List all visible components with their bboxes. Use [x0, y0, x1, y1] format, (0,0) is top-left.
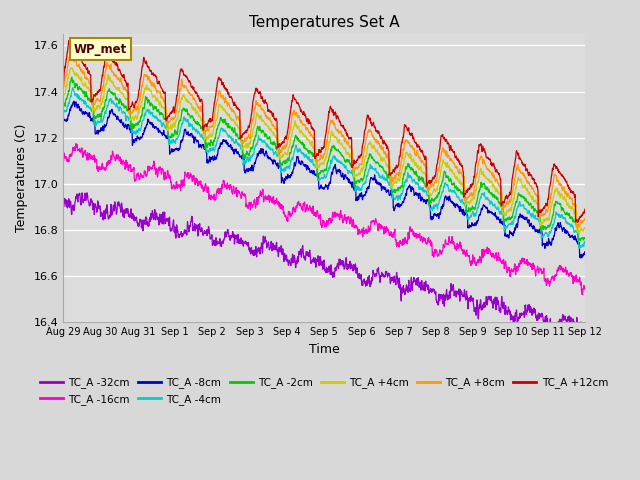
- TC_A -8cm: [165, 139, 173, 145]
- TC_A +12cm: [165, 113, 173, 119]
- TC_A +8cm: [67, 50, 74, 56]
- TC_A +4cm: [68, 65, 76, 71]
- TC_A -32cm: [60, 202, 67, 208]
- Line: TC_A +4cm: TC_A +4cm: [63, 68, 585, 234]
- Line: TC_A +12cm: TC_A +12cm: [63, 40, 585, 222]
- TC_A -32cm: [78, 190, 86, 196]
- TC_A -16cm: [581, 286, 589, 291]
- Line: TC_A -2cm: TC_A -2cm: [63, 77, 585, 241]
- TC_A -2cm: [331, 144, 339, 150]
- X-axis label: Time: Time: [309, 343, 340, 356]
- TC_A +8cm: [60, 85, 67, 91]
- TC_A -16cm: [165, 173, 173, 179]
- TC_A -16cm: [230, 184, 237, 190]
- TC_A -2cm: [68, 74, 76, 80]
- TC_A +12cm: [65, 37, 73, 43]
- TC_A -32cm: [165, 217, 173, 223]
- TC_A +4cm: [575, 231, 583, 237]
- Line: TC_A +8cm: TC_A +8cm: [63, 53, 585, 227]
- Line: TC_A -16cm: TC_A -16cm: [63, 144, 585, 295]
- TC_A +4cm: [296, 129, 303, 135]
- TC_A +8cm: [479, 161, 486, 167]
- TC_A -32cm: [242, 239, 250, 244]
- TC_A -8cm: [581, 249, 589, 255]
- TC_A -2cm: [60, 102, 67, 108]
- TC_A -32cm: [331, 270, 339, 276]
- TC_A -8cm: [70, 98, 77, 104]
- TC_A -4cm: [479, 191, 486, 196]
- Line: TC_A -32cm: TC_A -32cm: [63, 193, 585, 342]
- TC_A -2cm: [165, 134, 173, 140]
- TC_A +12cm: [573, 219, 581, 225]
- TC_A +12cm: [479, 143, 486, 149]
- TC_A -32cm: [296, 252, 303, 257]
- TC_A +8cm: [230, 109, 237, 115]
- TC_A -8cm: [242, 168, 250, 174]
- TC_A -4cm: [576, 245, 584, 251]
- TC_A -32cm: [230, 231, 237, 237]
- Y-axis label: Temperatures (C): Temperatures (C): [15, 124, 28, 232]
- TC_A +4cm: [60, 94, 67, 100]
- TC_A -2cm: [479, 181, 486, 187]
- TC_A -16cm: [242, 193, 250, 199]
- TC_A -4cm: [581, 240, 589, 246]
- TC_A -16cm: [579, 292, 586, 298]
- TC_A +12cm: [296, 104, 303, 110]
- TC_A -2cm: [296, 138, 303, 144]
- TC_A +12cm: [242, 128, 250, 134]
- TC_A -16cm: [331, 211, 339, 216]
- TC_A -4cm: [331, 156, 339, 162]
- TC_A +4cm: [331, 135, 339, 141]
- TC_A +4cm: [165, 124, 173, 130]
- TC_A -8cm: [230, 148, 237, 154]
- TC_A -16cm: [60, 159, 67, 165]
- Legend: TC_A -32cm, TC_A -16cm, TC_A -8cm, TC_A -4cm, TC_A -2cm, TC_A +4cm, TC_A +8cm, T: TC_A -32cm, TC_A -16cm, TC_A -8cm, TC_A …: [36, 373, 612, 409]
- TC_A +12cm: [581, 206, 589, 212]
- TC_A -32cm: [479, 302, 486, 308]
- TC_A -2cm: [575, 238, 582, 244]
- TC_A -4cm: [242, 159, 250, 165]
- Title: Temperatures Set A: Temperatures Set A: [249, 15, 399, 30]
- TC_A -16cm: [296, 203, 303, 208]
- TC_A -2cm: [242, 154, 250, 159]
- TC_A -2cm: [230, 129, 237, 135]
- TC_A -16cm: [479, 255, 486, 261]
- TC_A +8cm: [575, 224, 583, 230]
- TC_A +8cm: [242, 138, 250, 144]
- Line: TC_A -8cm: TC_A -8cm: [63, 101, 585, 258]
- TC_A +4cm: [242, 144, 250, 150]
- TC_A +8cm: [296, 114, 303, 120]
- TC_A -8cm: [331, 164, 339, 169]
- TC_A -4cm: [165, 141, 173, 147]
- Line: TC_A -4cm: TC_A -4cm: [63, 88, 585, 248]
- TC_A -8cm: [60, 117, 67, 123]
- TC_A +8cm: [165, 119, 173, 125]
- TC_A -2cm: [581, 235, 589, 240]
- TC_A +8cm: [581, 216, 589, 222]
- TC_A +12cm: [331, 110, 339, 116]
- TC_A +4cm: [230, 119, 237, 124]
- TC_A -16cm: [72, 141, 80, 146]
- TC_A +4cm: [581, 225, 589, 230]
- TC_A -8cm: [577, 255, 584, 261]
- TC_A -8cm: [296, 158, 303, 164]
- TC_A +8cm: [331, 121, 339, 127]
- TC_A +12cm: [230, 103, 237, 108]
- TC_A -4cm: [60, 110, 67, 116]
- TC_A +4cm: [479, 169, 486, 175]
- TC_A -4cm: [296, 148, 303, 154]
- TC_A -32cm: [581, 339, 589, 345]
- TC_A -8cm: [479, 204, 486, 210]
- TC_A -4cm: [230, 140, 237, 145]
- TC_A -4cm: [69, 85, 77, 91]
- Text: WP_met: WP_met: [74, 43, 127, 56]
- TC_A +12cm: [60, 79, 67, 84]
